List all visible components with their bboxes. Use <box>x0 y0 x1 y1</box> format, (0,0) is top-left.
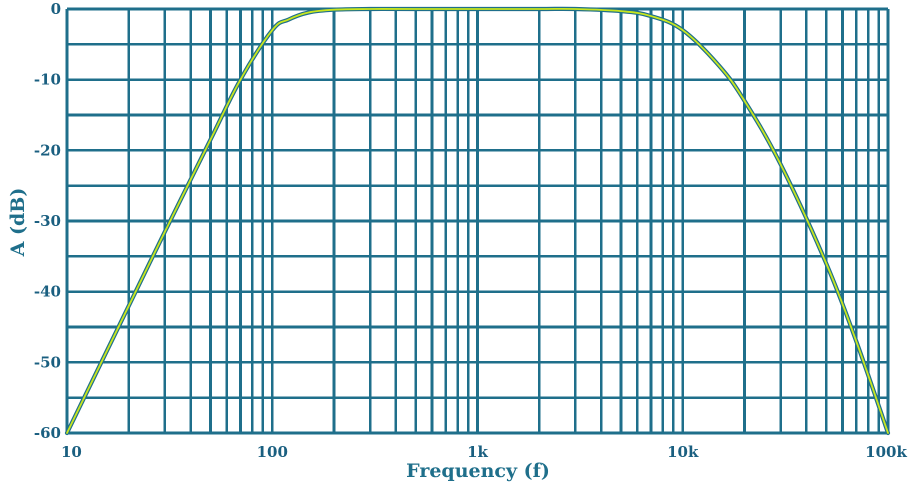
y-tick-label: -60 <box>34 424 61 442</box>
x-tick-label: 10 <box>61 443 82 461</box>
y-tick-label: -20 <box>34 141 61 159</box>
y-tick-labels: 0 -10 -20 -30 -40 -50 -60 <box>34 0 61 442</box>
x-tick-labels: 10 100 1k 10k 100k <box>61 443 907 461</box>
x-axis-title: Frequency (f) <box>406 460 550 482</box>
response-curve-line <box>66 7 889 434</box>
y-tick-label: -40 <box>34 283 61 301</box>
y-tick-label: -10 <box>34 71 61 89</box>
y-axis-title: A (dB) <box>7 188 29 258</box>
y-tick-label: -50 <box>34 353 61 371</box>
y-tick-label: -30 <box>34 212 61 230</box>
x-tick-label: 100k <box>865 443 907 461</box>
x-tick-label: 1k <box>467 443 488 461</box>
response-curve <box>64 6 891 436</box>
x-tick-label: 10k <box>667 443 699 461</box>
x-tick-label: 100 <box>257 443 288 461</box>
y-tick-label: 0 <box>51 0 61 18</box>
grid <box>64 6 891 436</box>
